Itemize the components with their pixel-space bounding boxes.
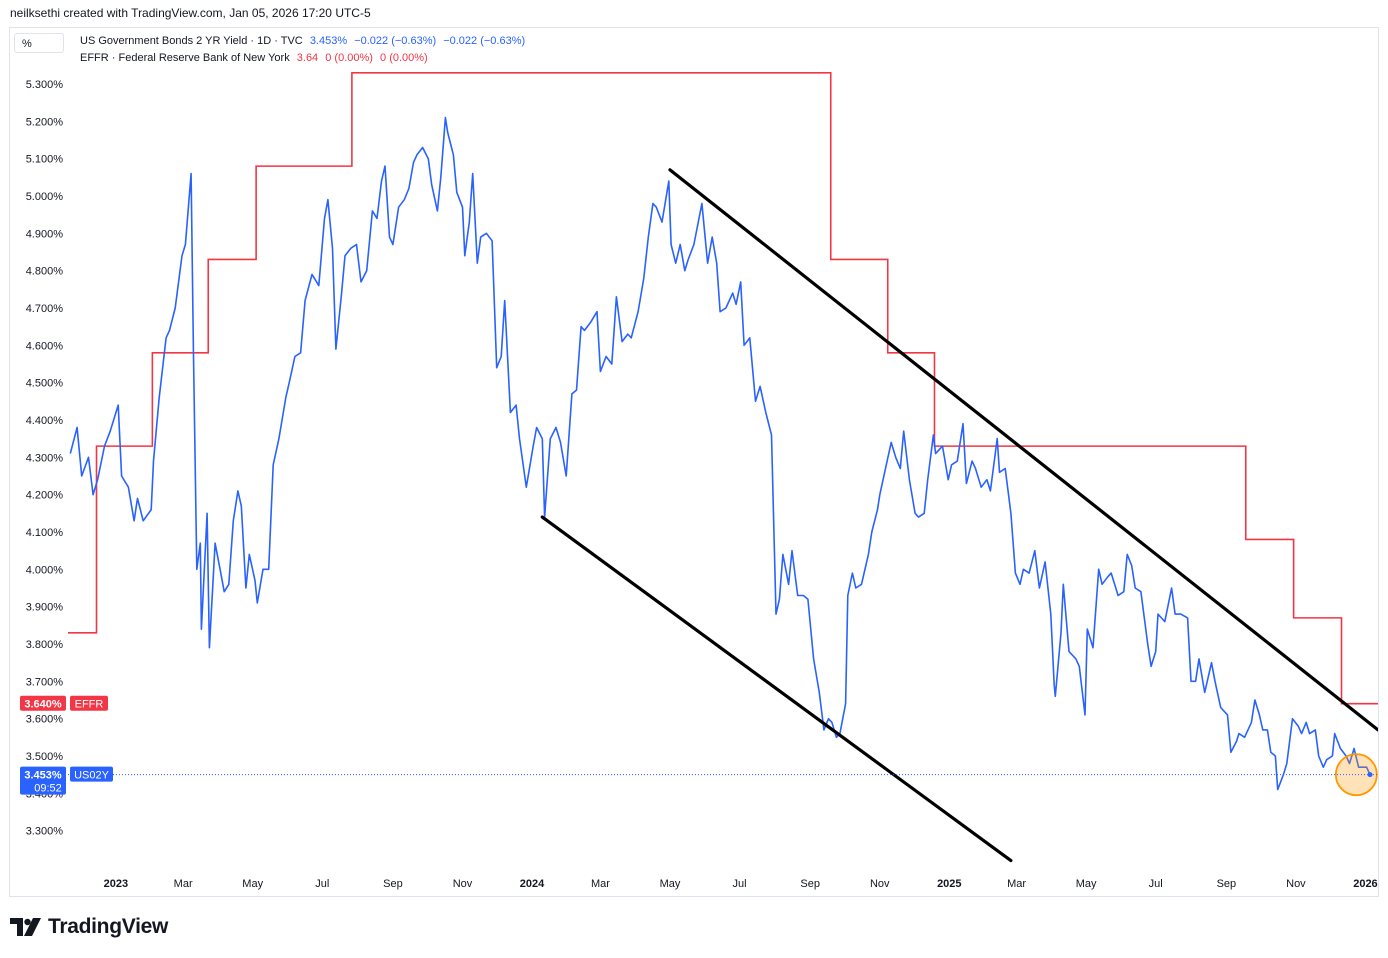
y-tick-label: 3.300% — [26, 826, 64, 838]
us02y-name-tag: US02Y — [74, 770, 110, 782]
plot-area — [68, 72, 1378, 863]
y-tick-label: 3.500% — [26, 751, 64, 763]
x-tick-label: Jul — [1149, 878, 1163, 890]
y-tick-label: 5.300% — [26, 79, 64, 91]
x-tick-label: May — [242, 878, 263, 890]
y-tick-label: 4.700% — [26, 303, 64, 315]
x-tick-label: Jul — [315, 878, 329, 890]
x-tick-label: 2026 — [1353, 878, 1377, 890]
x-tick-label: Sep — [1217, 878, 1237, 890]
x-tick-label: May — [1076, 878, 1097, 890]
lower-trendline — [540, 515, 1013, 863]
y-tick-label: 4.800% — [26, 266, 64, 278]
y-tick-label: 3.800% — [26, 639, 64, 651]
legend-us02y-change: −0.022 (−0.63%) — [354, 35, 437, 47]
effr-name-tag: EFFR — [75, 699, 104, 711]
y-tick-label: 4.500% — [26, 378, 64, 390]
y-tick-label: 3.600% — [26, 714, 64, 726]
brand-name: TradingView — [48, 915, 169, 938]
y-tick-label: 4.300% — [26, 452, 64, 464]
x-tick-label: May — [660, 878, 681, 890]
chart-frame — [9, 27, 1379, 897]
y-tick-label: 5.200% — [26, 116, 64, 128]
y-tick-label: 4.900% — [26, 228, 64, 240]
legend-us02y[interactable]: US Government Bonds 2 YR Yield · 1D · TV… — [80, 35, 529, 47]
y-tick-label: 4.400% — [26, 415, 64, 427]
us02y-price-label-box — [20, 766, 66, 795]
x-tick-label: Sep — [383, 878, 403, 890]
effr-name-tag-box — [70, 695, 108, 711]
us02y-name-tag-box — [70, 766, 113, 782]
x-tick-label: Jul — [733, 878, 747, 890]
unit-selector-button[interactable]: % — [14, 33, 64, 53]
y-tick-label: 4.100% — [26, 527, 64, 539]
x-tick-label: 2024 — [520, 878, 545, 890]
legend-us02y-last: 3.453% — [309, 35, 348, 47]
legend-effr-name: EFFR · Federal Reserve Bank of New York — [80, 52, 290, 64]
x-tick-label: Mar — [1007, 878, 1026, 890]
legend-effr[interactable]: EFFR · Federal Reserve Bank of New York … — [80, 52, 432, 64]
legend-effr-change: 0 (0.00%) — [325, 52, 373, 64]
legend-effr-last: 3.64 — [296, 52, 319, 64]
x-tick-label: Mar — [174, 878, 193, 890]
x-tick-label: 2025 — [937, 878, 961, 890]
y-tick-label: 4.000% — [26, 564, 64, 576]
effr-series-line — [68, 72, 1378, 705]
x-tick-label: Sep — [800, 878, 820, 890]
effr-price-label: 3.640% — [24, 699, 62, 711]
us02y-countdown: 09:52 — [34, 783, 62, 795]
tradingview-brand[interactable]: TradingView — [10, 915, 168, 939]
x-tick-label: Nov — [870, 878, 890, 890]
tradingview-logo-icon — [10, 918, 41, 936]
x-tick-label: Mar — [591, 878, 610, 890]
y-tick-label: 5.000% — [26, 191, 64, 203]
y-tick-label: 3.900% — [26, 602, 64, 614]
us02y-price-label: 3.453% — [24, 770, 62, 782]
x-tick-label: 2023 — [104, 878, 128, 890]
effr-price-label-box — [20, 695, 66, 711]
legend-effr-change-2: 0 (0.00%) — [380, 52, 428, 64]
y-tick-label: 4.200% — [26, 490, 64, 502]
y-tick-label: 3.700% — [26, 676, 64, 688]
x-tick-label: Nov — [1286, 878, 1306, 890]
y-tick-label: 4.600% — [26, 340, 64, 352]
legend-us02y-name: US Government Bonds 2 YR Yield · 1D · TV… — [80, 35, 303, 47]
upper-trendline — [668, 168, 1378, 732]
x-tick-label: Nov — [453, 878, 473, 890]
y-tick-label: 5.100% — [26, 154, 64, 166]
us02y-series-line — [69, 116, 1371, 791]
legend-us02y-change-2: −0.022 (−0.63%) — [443, 35, 526, 47]
us02y-last-point — [1367, 772, 1373, 778]
chart-attribution: neilksethi created with TradingView.com,… — [10, 6, 371, 20]
